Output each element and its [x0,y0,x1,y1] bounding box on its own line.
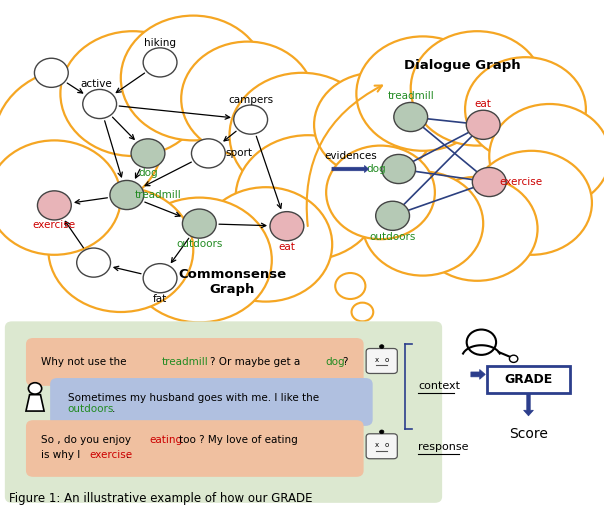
Circle shape [191,139,225,168]
Circle shape [411,31,544,146]
Text: Dialogue Graph: Dialogue Graph [403,58,521,71]
FancyBboxPatch shape [366,348,397,373]
Circle shape [234,105,268,134]
Circle shape [362,172,483,276]
Text: Why not use the: Why not use the [41,357,127,367]
Text: Sometimes my husband goes with me. I like the: Sometimes my husband goes with me. I lik… [68,393,319,404]
FancyBboxPatch shape [366,434,397,459]
Text: outdoors: outdoors [176,239,222,250]
Text: treadmill: treadmill [162,357,208,367]
Text: x: x [375,442,379,448]
Text: too ? My love of eating: too ? My love of eating [179,435,298,446]
Text: hiking: hiking [144,37,176,48]
Text: Score: Score [509,427,548,441]
Circle shape [382,154,416,184]
Text: So , do you enjoy: So , do you enjoy [41,435,131,446]
Text: context: context [418,381,460,391]
Text: exercise: exercise [33,220,76,230]
Circle shape [181,42,314,156]
Text: ?: ? [342,357,347,367]
Circle shape [0,140,121,255]
Circle shape [352,303,373,321]
Text: campers: campers [228,95,273,105]
Text: x: x [375,357,379,362]
Circle shape [127,198,272,322]
Text: outdoors: outdoors [370,231,416,242]
Text: exercise: exercise [499,177,542,187]
Circle shape [394,102,428,132]
Text: .: . [126,450,129,460]
Text: response: response [418,442,469,452]
Circle shape [48,187,193,312]
Circle shape [28,383,42,394]
Circle shape [466,110,500,139]
Text: exercise: exercise [89,450,132,460]
Text: sport: sport [225,148,252,159]
Circle shape [83,89,117,119]
Circle shape [376,201,410,230]
Text: o: o [384,357,388,362]
Circle shape [379,345,384,348]
Circle shape [77,248,111,277]
Circle shape [471,151,592,255]
Text: dog: dog [326,357,345,367]
Text: ? Or maybe get a: ? Or maybe get a [210,357,300,367]
Circle shape [37,191,71,220]
Circle shape [489,104,604,208]
Text: eating: eating [150,435,183,446]
Circle shape [199,187,332,302]
Text: eat: eat [475,99,492,109]
Circle shape [509,355,518,362]
Circle shape [367,331,382,345]
Polygon shape [26,395,44,411]
Circle shape [230,73,374,198]
Text: treadmill: treadmill [387,91,434,101]
FancyBboxPatch shape [26,338,364,386]
Text: dog: dog [138,168,158,178]
Circle shape [472,167,506,197]
Circle shape [314,73,435,177]
Text: is why I: is why I [41,450,80,460]
Text: Commonsense
Graph: Commonsense Graph [178,268,287,296]
Text: fat: fat [153,294,167,304]
Circle shape [417,177,538,281]
Circle shape [34,58,68,87]
FancyBboxPatch shape [487,366,570,393]
Circle shape [143,48,177,77]
Circle shape [182,209,216,238]
Text: active: active [81,79,112,89]
Text: outdoors: outdoors [68,404,114,414]
Text: treadmill: treadmill [135,190,182,200]
Circle shape [335,273,365,299]
Text: eat: eat [278,242,295,252]
Circle shape [236,135,381,260]
FancyBboxPatch shape [5,321,442,503]
Circle shape [270,212,304,241]
FancyBboxPatch shape [26,420,364,477]
Text: .: . [112,404,116,414]
Text: Figure 1: An illustrative example of how our GRADE: Figure 1: An illustrative example of how… [9,492,312,505]
Circle shape [60,31,205,156]
Circle shape [143,264,177,293]
Circle shape [467,330,496,355]
Text: GRADE: GRADE [504,373,553,386]
Circle shape [121,16,266,140]
FancyArrowPatch shape [307,85,382,226]
Text: dog: dog [366,164,385,174]
Text: evidences: evidences [324,151,377,161]
Circle shape [110,180,144,210]
FancyBboxPatch shape [50,378,373,426]
Circle shape [356,36,489,151]
Circle shape [0,68,163,213]
Text: o: o [384,442,388,448]
Circle shape [465,57,586,161]
Circle shape [131,139,165,168]
Circle shape [379,430,384,434]
Circle shape [326,146,435,239]
